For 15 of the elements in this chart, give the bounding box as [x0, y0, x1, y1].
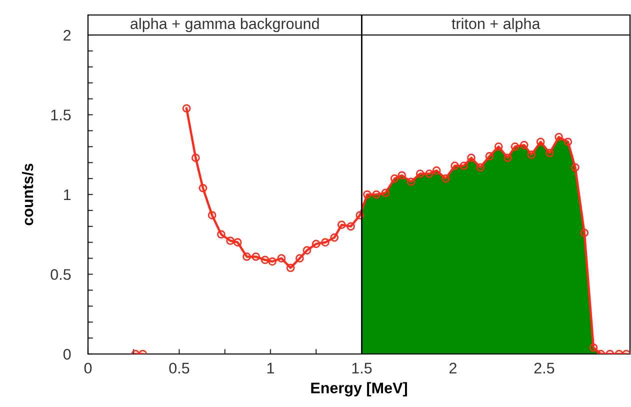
- y-tick-label: 1: [64, 190, 71, 200]
- y-tick-label: 0: [63, 348, 71, 360]
- y-tick-label: 2: [64, 30, 71, 41]
- x-tick-label: 2.5: [534, 362, 554, 374]
- x-tick-label: 0.5: [169, 362, 190, 374]
- y-tick-label: 0.5: [50, 269, 71, 280]
- text: alpha + gamma background: [130, 18, 319, 32]
- y-axis-title: counts/s: [22, 164, 34, 226]
- x-tick-label: 0: [84, 362, 92, 374]
- y-tick-label: 1.5: [51, 110, 71, 120]
- x-tick-label: 2: [450, 362, 456, 374]
- x-tick-label: 1: [267, 362, 274, 374]
- x-axis-title: Energy [MeV]: [311, 382, 407, 396]
- text: triton + alpha: [452, 18, 540, 32]
- x-tick-label: 1.5: [352, 362, 372, 374]
